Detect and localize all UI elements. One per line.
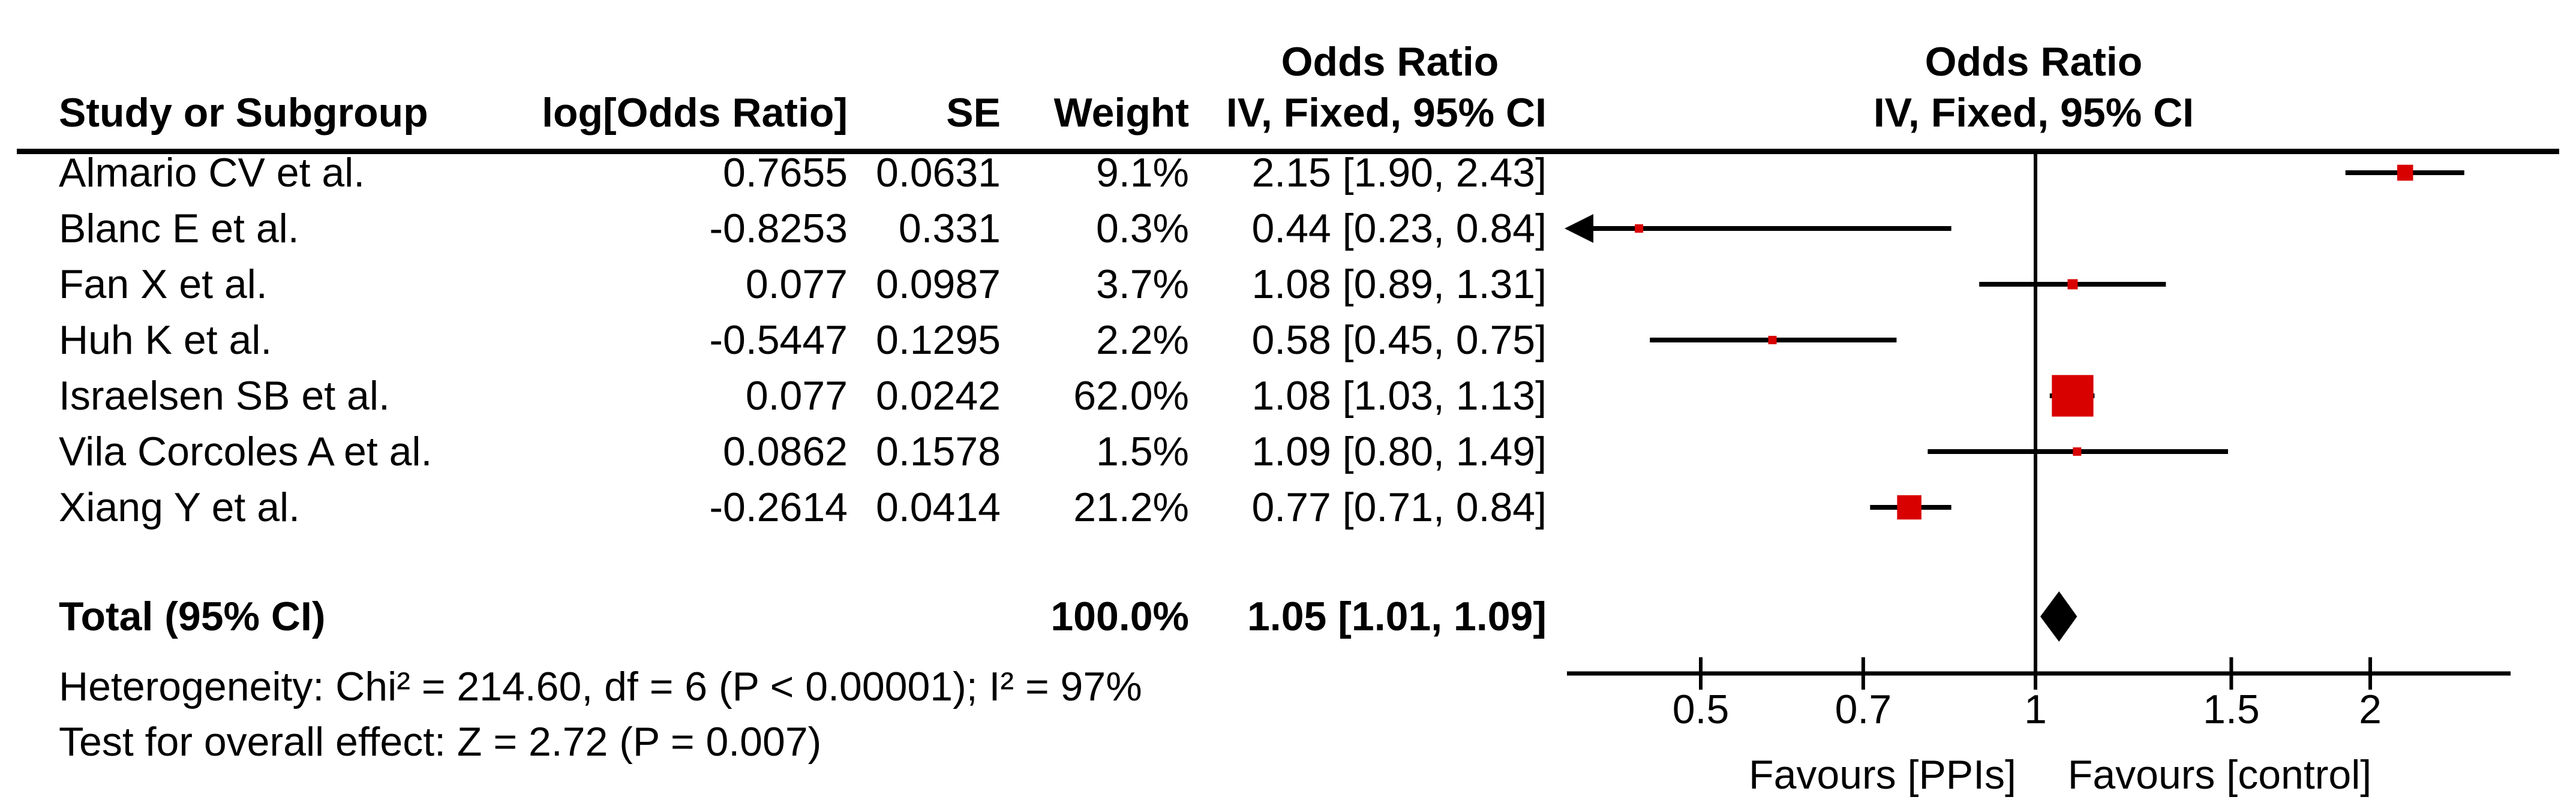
odds-ratio-title-right: Odds Ratio	[1925, 39, 2143, 85]
log-odds-ratio-value: -0.8253	[709, 206, 848, 251]
weight-value: 62.0%	[1073, 373, 1189, 419]
weight-value: 21.2%	[1073, 485, 1189, 530]
axis-tick-label: 2	[2359, 687, 2382, 732]
weight-value: 9.1%	[1096, 150, 1189, 196]
axis-tick-label: 0.5	[1673, 687, 1730, 732]
se-value: 0.0242	[876, 373, 1001, 419]
column-header-log-odds: log[Odds Ratio]	[542, 90, 848, 136]
se-value: 0.0631	[876, 150, 1001, 196]
study-name: Blanc E et al.	[59, 206, 299, 251]
se-value: 0.0987	[876, 261, 1001, 307]
favours-right-label: Favours [control]	[2067, 752, 2372, 798]
ci-text: 2.15 [1.90, 2.43]	[1251, 150, 1547, 196]
axis-tick-label: 1.5	[2203, 687, 2260, 732]
column-header-ci: IV, Fixed, 95% CI	[1226, 90, 1547, 136]
effect-marker	[1635, 224, 1644, 233]
ci-text: 0.77 [0.71, 0.84]	[1251, 485, 1547, 530]
axis-tick-label: 1	[2024, 687, 2047, 732]
ci-text: 0.58 [0.45, 0.75]	[1251, 317, 1547, 363]
header-divider	[17, 149, 2559, 154]
column-header-weight: Weight	[1053, 90, 1189, 136]
se-value: 0.1295	[876, 317, 1001, 363]
log-odds-ratio-value: 0.077	[745, 373, 848, 419]
ci-text: 1.08 [1.03, 1.13]	[1251, 373, 1547, 419]
effect-marker	[1768, 336, 1777, 344]
log-odds-ratio-value: 0.7655	[723, 150, 848, 196]
log-odds-ratio-value: -0.2614	[709, 485, 848, 530]
study-name: Israelsen SB et al.	[59, 373, 390, 419]
ci-text: 0.44 [0.23, 0.84]	[1251, 206, 1547, 251]
se-value: 0.1578	[876, 429, 1001, 474]
log-odds-ratio-value: -0.5447	[709, 317, 848, 363]
heterogeneity-text: Heterogeneity: Chi² = 214.60, df = 6 (P …	[59, 664, 1142, 709]
se-value: 0.331	[898, 206, 1001, 251]
log-odds-ratio-value: 0.0862	[723, 429, 848, 474]
effect-marker	[2073, 447, 2082, 456]
study-name: Xiang Y et al.	[59, 485, 301, 530]
pooled-diamond	[2040, 591, 2077, 642]
column-header-se: SE	[946, 90, 1001, 136]
overall-effect-text: Test for overall effect: Z = 2.72 (P = 0…	[59, 719, 822, 765]
study-name: Huh K et al.	[59, 317, 272, 363]
total-row-ci: 1.05 [1.01, 1.09]	[1247, 594, 1547, 639]
column-header-study: Study or Subgroup	[59, 90, 428, 136]
study-name: Fan X et al.	[59, 261, 268, 307]
odds-ratio-title-left: Odds Ratio	[1281, 39, 1499, 85]
column-header-ci-plot: IV, Fixed, 95% CI	[1873, 90, 2194, 136]
effect-marker	[2052, 375, 2094, 417]
total-row-weight: 100.0%	[1050, 594, 1189, 639]
weight-value: 1.5%	[1096, 429, 1189, 474]
weight-value: 3.7%	[1096, 261, 1189, 307]
axis-tick-label: 0.7	[1835, 687, 1892, 732]
favours-left-label: Favours [PPIs]	[1749, 752, 2016, 798]
study-name: Vila Corcoles A et al.	[59, 429, 433, 474]
ci-clipped-arrow-icon	[1565, 214, 1593, 243]
effect-marker	[1897, 495, 1922, 520]
log-odds-ratio-value: 0.077	[745, 261, 848, 307]
ci-text: 1.08 [0.89, 1.31]	[1251, 261, 1547, 307]
effect-marker	[2397, 164, 2413, 181]
weight-value: 2.2%	[1096, 317, 1189, 363]
total-row-label: Total (95% CI)	[59, 594, 326, 639]
effect-marker	[2067, 279, 2078, 290]
ci-text: 1.09 [0.80, 1.49]	[1251, 429, 1547, 474]
se-value: 0.0414	[876, 485, 1001, 530]
weight-value: 0.3%	[1096, 206, 1189, 251]
study-name: Almario CV et al.	[59, 150, 365, 196]
